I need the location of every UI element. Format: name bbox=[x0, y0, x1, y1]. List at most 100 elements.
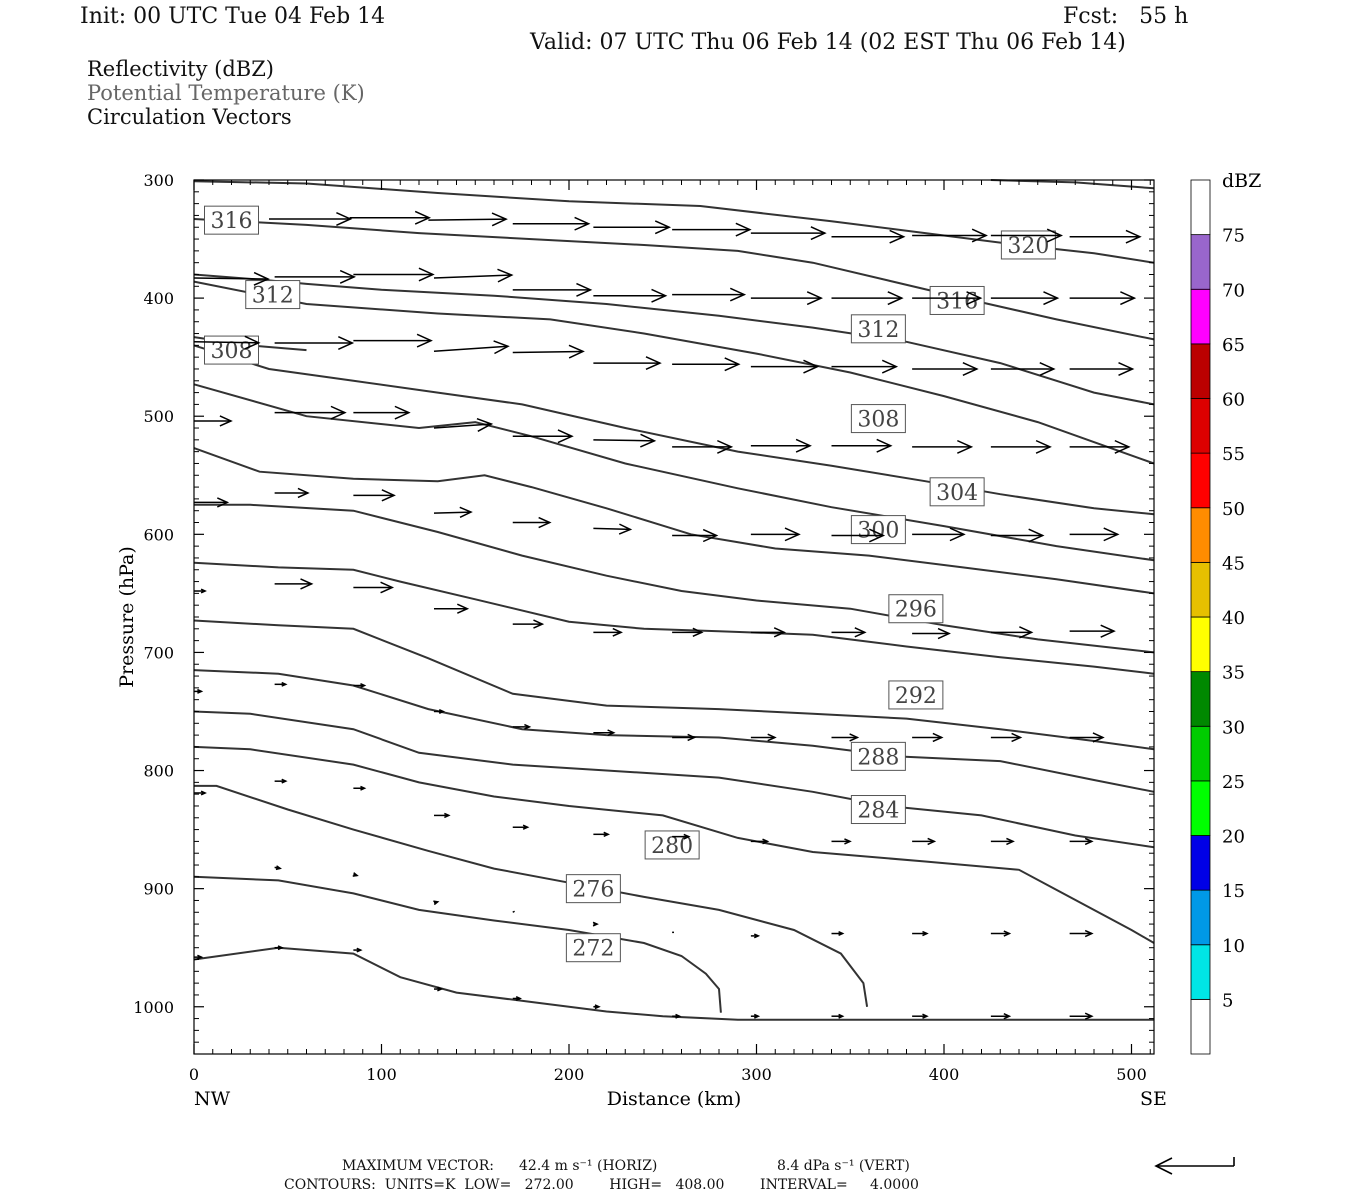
circulation-vector bbox=[990, 1013, 1012, 1020]
circulation-vector bbox=[274, 269, 357, 284]
contour-label: 308 bbox=[857, 408, 899, 433]
circulation-vector bbox=[990, 930, 1012, 937]
theta-contour-308 bbox=[193, 383, 1155, 562]
colorbar-segment bbox=[1190, 343, 1211, 399]
circulation-vector bbox=[912, 291, 983, 306]
circulation-vector bbox=[512, 824, 530, 830]
contour-label-box bbox=[888, 594, 944, 624]
forecast-hour: Fcst: 55 h bbox=[1063, 4, 1189, 29]
circulation-vector bbox=[990, 837, 1015, 846]
circulation-vector bbox=[434, 709, 446, 714]
colorbar-label: 60 bbox=[1222, 390, 1245, 411]
circulation-vector bbox=[593, 288, 668, 303]
colorbar-label: 65 bbox=[1222, 335, 1245, 356]
contour-label: 316 bbox=[211, 209, 253, 234]
theta-contour-272 bbox=[193, 946, 1154, 1021]
y-tick-label: 400 bbox=[143, 289, 174, 308]
y-axis-title: Pressure (hPa) bbox=[116, 546, 138, 688]
circulation-vector bbox=[593, 1004, 601, 1010]
circulation-vector bbox=[433, 506, 473, 519]
y-tick-label: 800 bbox=[143, 762, 174, 781]
circulation-vector bbox=[194, 497, 230, 508]
contour-label: 272 bbox=[572, 937, 614, 962]
circulation-vector bbox=[912, 361, 979, 376]
circulation-vector bbox=[593, 523, 633, 535]
circulation-vector bbox=[274, 681, 288, 687]
circulation-vector bbox=[353, 489, 396, 502]
colorbar-label: 50 bbox=[1222, 499, 1245, 520]
contour-label: 292 bbox=[895, 684, 937, 709]
circulation-vector bbox=[672, 1013, 682, 1019]
circulation-vector bbox=[831, 838, 852, 845]
circulation-vector bbox=[433, 900, 440, 906]
colorbar-segment bbox=[1190, 507, 1211, 563]
contour-label-box bbox=[850, 741, 906, 771]
circulation-vector bbox=[434, 603, 470, 614]
circulation-vector bbox=[672, 528, 719, 543]
circulation-vector bbox=[274, 945, 284, 951]
circulation-vector bbox=[194, 790, 207, 796]
circulation-vector bbox=[512, 516, 552, 529]
circulation-vector bbox=[433, 340, 510, 355]
axis-ticks: 300 400 500 600 700 800 900 1000 0 100 200 300 400 50… bbox=[133, 171, 1154, 1084]
contour-info: CONTOURS: UNITS=K LOW= 272.00 HIGH= 408.… bbox=[284, 1177, 919, 1193]
circulation-vector bbox=[831, 1013, 845, 1019]
theta-contour-312b bbox=[193, 280, 1155, 465]
circulation-vector bbox=[353, 785, 367, 791]
circulation-vector bbox=[750, 527, 801, 542]
circulation-vector bbox=[353, 333, 433, 348]
contour-label-box bbox=[565, 874, 621, 904]
circulation-vector bbox=[512, 619, 545, 629]
circulation-vector bbox=[592, 921, 599, 927]
circulation-vector bbox=[593, 356, 662, 371]
x-tick-label: 100 bbox=[366, 1065, 397, 1084]
circulation-vector bbox=[672, 439, 734, 454]
colorbar-segment bbox=[1190, 398, 1211, 454]
theta-contour-304 bbox=[193, 447, 1155, 595]
contour-label: 276 bbox=[572, 878, 614, 903]
circulation-vector bbox=[194, 688, 204, 694]
x-tick-label: 500 bbox=[1116, 1065, 1147, 1084]
y-tick-label: 900 bbox=[143, 880, 174, 899]
circulation-vector bbox=[990, 361, 1056, 376]
circulation-vector bbox=[433, 268, 514, 283]
circulation-vector bbox=[990, 228, 1064, 243]
circulation-vector bbox=[512, 344, 585, 359]
theta-contour-300 bbox=[194, 503, 1155, 654]
contour-label: 284 bbox=[857, 799, 899, 824]
colorbar-segment bbox=[1190, 616, 1211, 673]
circulation-vector bbox=[750, 291, 824, 306]
circulation-vector bbox=[831, 528, 886, 543]
colorbar-segment bbox=[1190, 452, 1211, 509]
contour-label: 300 bbox=[857, 519, 899, 544]
max-vector-vert: 8.4 dPa s⁻¹ (VERT) bbox=[777, 1158, 910, 1174]
circulation-vector bbox=[1069, 439, 1131, 454]
circulation-vector bbox=[593, 831, 611, 838]
colorbar-label: 20 bbox=[1222, 827, 1245, 848]
circulation-vector bbox=[672, 627, 704, 638]
circulation-vector bbox=[349, 210, 432, 225]
colorbar-label: 40 bbox=[1222, 608, 1245, 629]
reference-vector-head bbox=[1154, 1157, 1173, 1175]
circulation-vector bbox=[353, 947, 363, 953]
colorbar-label: 10 bbox=[1222, 936, 1245, 957]
circulation-vector bbox=[353, 405, 411, 420]
x-tick-label: 400 bbox=[929, 1065, 960, 1084]
circulation-vector bbox=[194, 954, 204, 960]
theta-contour-280 bbox=[193, 745, 1155, 944]
circulation-vectors bbox=[193, 210, 1142, 1020]
theta-contour-296 bbox=[193, 561, 1155, 675]
theta-contour-312 bbox=[193, 344, 1155, 516]
colorbar-segment bbox=[1190, 835, 1211, 891]
circulation-vector bbox=[750, 733, 777, 742]
circulation-vector bbox=[512, 723, 532, 730]
circulation-vector bbox=[750, 838, 770, 845]
theta-contour-292 bbox=[193, 619, 1155, 751]
max-vector-prefix: MAXIMUM VECTOR: bbox=[342, 1158, 494, 1174]
colorbar-label: 35 bbox=[1222, 663, 1245, 684]
theta-contour-288 bbox=[193, 669, 1155, 793]
circulation-vector bbox=[831, 229, 906, 244]
contour-label-box bbox=[850, 314, 906, 344]
circulation-vector bbox=[1069, 837, 1094, 846]
